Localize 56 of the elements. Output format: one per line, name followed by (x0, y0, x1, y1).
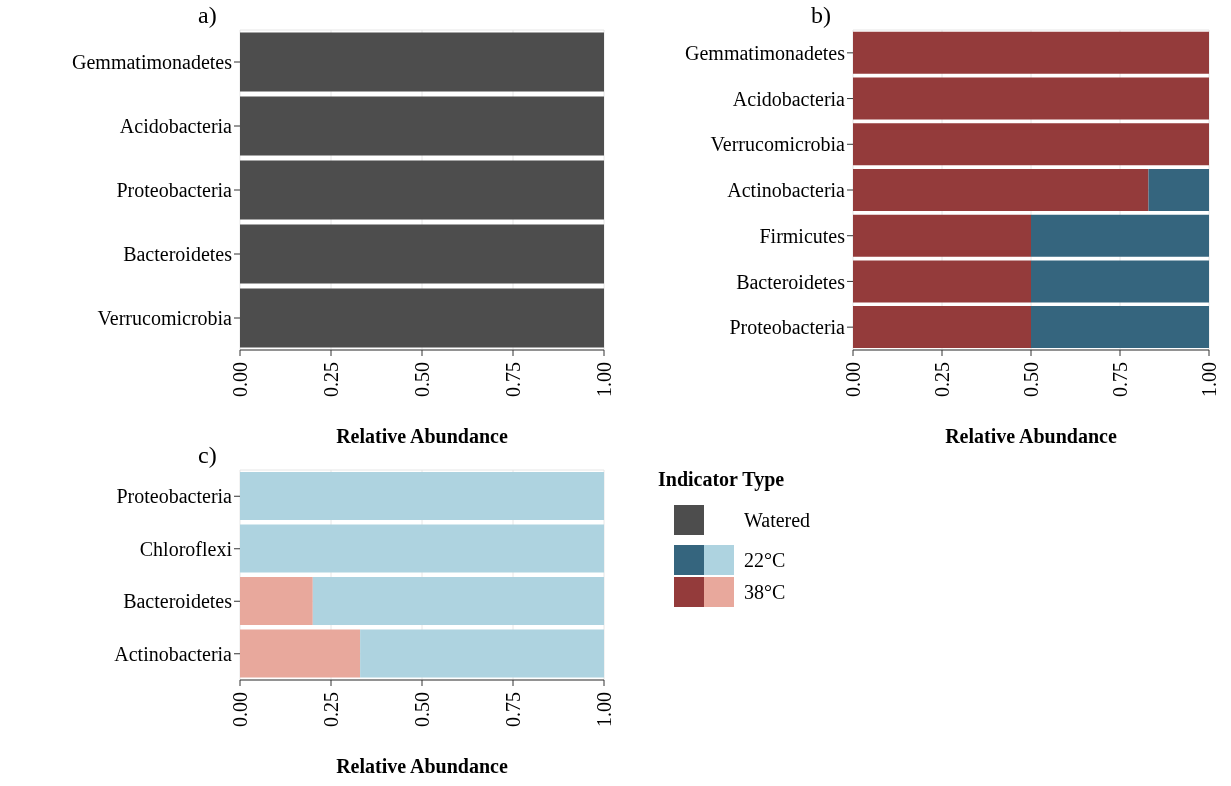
bar (360, 629, 604, 678)
y-tick-label: Actinobacteria (727, 179, 846, 202)
bar (853, 214, 1031, 257)
x-tick-label: 0.00 (229, 692, 251, 727)
x-tick-label: 0.50 (1020, 362, 1042, 397)
y-tick-label: Acidobacteria (732, 87, 846, 110)
chart-title: b) (811, 2, 831, 29)
y-tick-label: Firmicutes (759, 224, 846, 247)
x-tick-label: 0.75 (502, 692, 524, 727)
bar (240, 577, 313, 626)
x-tick-label: 1.00 (593, 362, 615, 397)
x-axis-title: Relative Abundance (335, 425, 509, 448)
chart-title: a) (198, 2, 217, 29)
legend-label: 22°C (744, 548, 786, 572)
x-tick-label: 0.00 (229, 362, 251, 397)
x-tick-label: 0.75 (1109, 362, 1131, 397)
x-tick-label: 0.00 (842, 362, 864, 397)
bar (1031, 214, 1209, 257)
y-tick-label: Gemmatimonadetes (685, 41, 846, 64)
bar (853, 260, 1031, 303)
y-tick-label: Proteobacteria (729, 316, 846, 339)
legend-label: Watered (744, 508, 811, 532)
x-tick-label: 0.50 (411, 362, 433, 397)
y-tick-label: Verrucomicrobia (97, 307, 233, 330)
x-axis-title: Relative Abundance (944, 425, 1118, 448)
y-tick-label: Actinobacteria (114, 642, 233, 665)
bar (1031, 306, 1209, 349)
y-tick-label: Bacteroidetes (123, 243, 233, 266)
x-tick-label: 0.25 (320, 692, 342, 727)
bar (853, 77, 1209, 120)
y-tick-label: Gemmatimonadetes (72, 51, 233, 74)
bar (312, 577, 604, 626)
bar (1148, 168, 1209, 211)
y-tick-label: Proteobacteria (116, 179, 233, 202)
y-tick-label: Bacteroidetes (123, 590, 233, 613)
legend-label: 38°C (744, 580, 786, 604)
bar (853, 168, 1149, 211)
x-tick-label: 1.00 (1198, 362, 1220, 397)
x-tick-label: 0.25 (320, 362, 342, 397)
y-tick-label: Proteobacteria (116, 485, 233, 508)
bar (240, 629, 361, 678)
x-tick-label: 1.00 (593, 692, 615, 727)
bar (853, 306, 1031, 349)
x-tick-label: 0.25 (931, 362, 953, 397)
bar (853, 123, 1209, 166)
legend-title: Indicator Type (658, 468, 786, 491)
x-tick-label: 0.50 (411, 692, 433, 727)
y-tick-label: Acidobacteria (119, 115, 233, 138)
y-tick-label: Bacteroidetes (736, 270, 846, 293)
y-tick-label: Verrucomicrobia (710, 133, 846, 156)
chart-title: c) (198, 442, 217, 469)
bar (240, 524, 604, 573)
y-tick-label: Chloroflexi (139, 537, 233, 560)
x-axis-title: Relative Abundance (335, 755, 509, 778)
x-tick-label: 0.75 (502, 362, 524, 397)
bar (1031, 260, 1209, 303)
